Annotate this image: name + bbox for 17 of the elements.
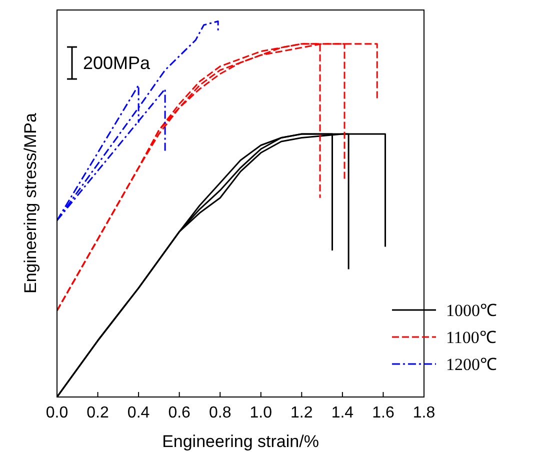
annotation: 200MPa	[83, 52, 150, 74]
x-axis-title: Engineering strain/%	[162, 432, 319, 451]
x-tick-label: 0.0	[46, 404, 68, 422]
y-axis-title: Engineering stress/MPa	[21, 112, 40, 294]
x-tick-label: 0.6	[168, 404, 191, 422]
scale-bracket: 200MPa	[67, 46, 150, 80]
x-tick-label: 1.8	[412, 404, 436, 422]
x-tick-label: 0.8	[208, 404, 232, 422]
x-tick-label: 0.2	[86, 404, 109, 422]
legend-label: 1000℃	[446, 300, 497, 321]
x-tick-label: 1.6	[372, 404, 394, 422]
x-tick-label: 1.4	[331, 404, 354, 422]
legend-label: 1100℃	[446, 327, 496, 348]
x-tick-label: 1.0	[250, 404, 272, 422]
legend-label: 1200℃	[446, 354, 497, 375]
x-tick-label: 1.2	[290, 404, 313, 422]
x-tick-label: 0.4	[127, 404, 150, 422]
